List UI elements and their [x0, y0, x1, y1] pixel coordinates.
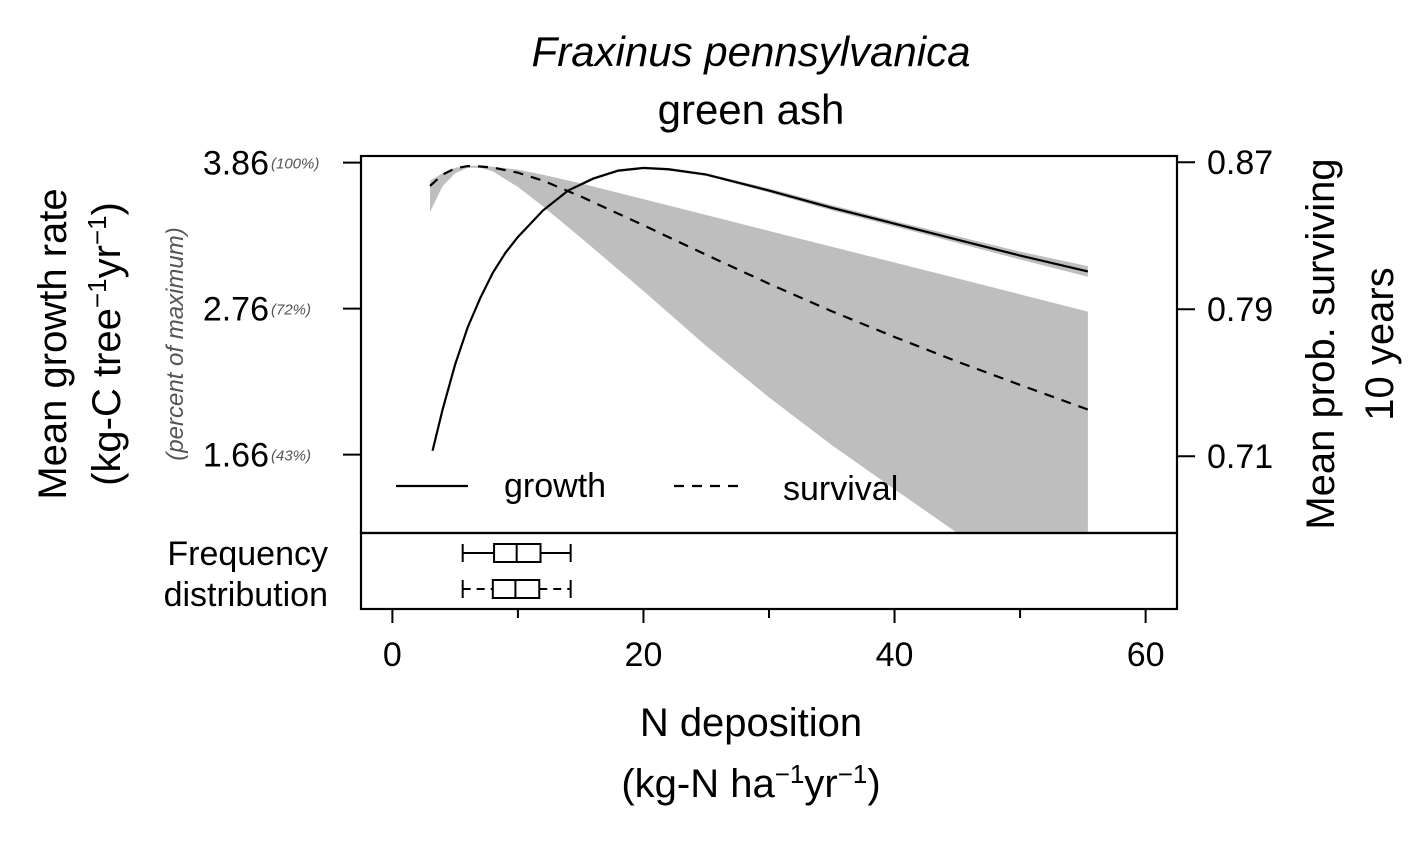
y-left-pct-label: (72%)	[271, 302, 311, 319]
y-left-unit-c: )	[85, 202, 129, 215]
y-left-tick-label: 1.66	[203, 437, 269, 475]
x-tick-label: 0	[383, 636, 402, 674]
y-right-title-line2: 10 years	[1358, 267, 1402, 420]
line-survival	[429, 164, 1089, 411]
x-unit-b: yr	[804, 762, 837, 806]
x-unit-sup2: −1	[838, 759, 868, 789]
series-lines	[429, 164, 1089, 451]
chart-title: Fraxinus pennsylvanica	[532, 28, 971, 75]
chart-subtitle: green ash	[658, 86, 845, 133]
x-tick-label: 40	[876, 636, 914, 674]
y-right-tick-label: 0.79	[1207, 291, 1273, 329]
x-axis-title: N deposition	[640, 701, 862, 745]
x-tick-label: 20	[625, 636, 663, 674]
x-tick-label: 60	[1127, 636, 1165, 674]
band-survival	[430, 165, 1088, 533]
frequency-panel-frame	[359, 531, 1179, 611]
frequency-label-line1: Frequency	[167, 535, 328, 573]
y-left-tick-label: 3.86	[203, 145, 269, 183]
y-left-title-line1: Mean growth rate	[31, 188, 75, 499]
x-unit-c: )	[867, 762, 880, 806]
confidence-bands	[430, 165, 1088, 533]
x-unit-a: (kg-N ha	[621, 762, 775, 806]
y-left-tick-label: 2.76	[203, 291, 269, 329]
y-left-unit-b: yr	[85, 245, 129, 278]
legend-survival-label: survival	[783, 470, 898, 508]
line-growth	[431, 166, 1089, 451]
y-left-pct-label: (100%)	[271, 156, 319, 173]
y-right-tick-label: 0.71	[1207, 438, 1273, 476]
x-unit-sup1: −1	[775, 759, 805, 789]
y-left-title-line2: (kg-C tree−1yr−1)	[82, 202, 129, 486]
y-left-unit-sup2: −1	[82, 215, 112, 245]
y-left-unit-sup1: −1	[82, 278, 112, 308]
y-left-unit-a: (kg-C tree	[85, 308, 129, 486]
x-axis-units: (kg-N ha−1yr−1)	[621, 759, 880, 806]
frequency-boxplots	[461, 543, 572, 599]
axes: 0 20 40 60 3.86 (100%) 2.76 (72%) 1.66 (43%) 0.87 0…	[203, 144, 1273, 674]
y-right-title-line1: Mean prob. surviving	[1299, 158, 1343, 529]
legend-growth-label: growth	[504, 467, 606, 505]
y-left-secondary-title: (percent of maximum)	[162, 227, 189, 460]
frequency-label-line2: distribution	[164, 576, 328, 614]
legend: growth survival	[396, 467, 898, 508]
y-right-tick-label: 0.87	[1207, 144, 1273, 182]
y-left-pct-label: (43%)	[271, 448, 311, 465]
